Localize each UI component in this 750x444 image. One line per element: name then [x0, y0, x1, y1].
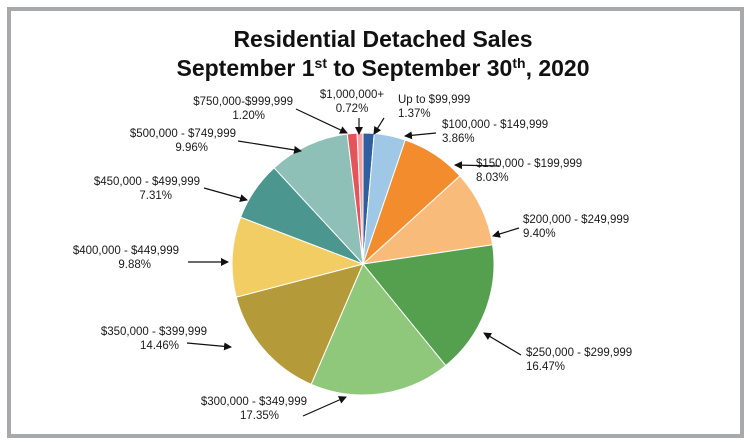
pie-slice: [231, 216, 365, 298]
chart-title-line1: Residential Detached Sales: [233, 26, 532, 52]
slice-label-range: $1,000,000+: [320, 89, 385, 101]
slice-label: $100,000 - $149,999 3.86%: [442, 119, 548, 145]
slice-label-range: $350,000 - $399,999: [101, 326, 207, 338]
slice-label-range: $300,000 - $349,999: [201, 396, 307, 408]
slice-label-range: $500,000 - $749,999: [130, 128, 236, 140]
slice-label-range: $750,000-$999,999: [193, 96, 293, 108]
slice-label-range: $100,000 - $149,999: [442, 119, 548, 131]
slice-label-range: $450,000 - $499,999: [94, 176, 200, 188]
slice-label: $200,000 - $249,999 9.40%: [523, 214, 629, 240]
title-date-start: September 1: [176, 55, 314, 81]
slice-label: $350,000 - $399,999 14.46%: [101, 326, 207, 352]
pie-slice: [361, 175, 494, 265]
slice-label: $400,000 - $449,999 9.88%: [73, 245, 179, 271]
slice-leader-arrow: [295, 108, 348, 134]
slice-label-percent: 1.37%: [398, 108, 431, 120]
slice-leader-arrow: [373, 117, 385, 135]
pie-slice: [235, 263, 364, 385]
title-sup-th: th: [512, 55, 525, 71]
slice-label: $1,000,000+ 0.72%: [320, 89, 385, 115]
title-year: , 2020: [526, 55, 590, 81]
slice-leader-arrow: [203, 187, 248, 202]
slice-label-range: $250,000 - $299,999: [526, 347, 632, 359]
title-date-end: to September 30: [327, 55, 512, 81]
slice-label-range: $150,000 - $199,999: [476, 158, 582, 170]
slice-label-range: $200,000 - $249,999: [523, 214, 629, 226]
slice-label-percent: 0.72%: [336, 103, 369, 115]
slice-label-percent: 9.96%: [175, 142, 208, 154]
pie-slices: [231, 132, 495, 396]
slice-leader-arrow: [483, 332, 522, 356]
pie-slice: [362, 244, 495, 367]
slice-label-percent: 9.40%: [523, 228, 556, 240]
slice-label-percent: 1.20%: [232, 110, 265, 122]
slice-label-range: $400,000 - $449,999: [73, 245, 179, 257]
slice-label-percent: 9.88%: [118, 259, 151, 271]
chart-title-line2: September 1st to September 30th, 2020: [176, 55, 589, 81]
slice-label: $150,000 - $199,999 8.03%: [476, 158, 582, 184]
slice-label-percent: 3.86%: [442, 133, 475, 145]
slice-label-percent: 7.31%: [139, 190, 172, 202]
slice-label: Up to $99,999 1.37%: [398, 94, 470, 120]
slice-label: $750,000-$999,999 1.20%: [193, 96, 293, 122]
slice-label-percent: 16.47%: [526, 361, 565, 373]
slice-leader-arrow: [237, 140, 302, 154]
title-sup-st: st: [315, 55, 328, 71]
pie-slice: [273, 133, 364, 266]
slice-leader-arrow: [454, 161, 500, 170]
slice-label: $450,000 - $499,999 7.31%: [94, 176, 200, 202]
slice-label: $250,000 - $299,999 16.47%: [526, 347, 632, 373]
slice-label-percent: 17.35%: [240, 410, 279, 422]
slice-label-percent: 8.03%: [476, 172, 509, 184]
slice-leader-arrow: [404, 131, 437, 140]
pie-labels: Up to $99,999 1.37% $100,000 - $149,999 3.8…: [73, 89, 632, 422]
slice-label-range: Up to $99,999: [398, 94, 470, 106]
slice-label-percent: 14.46%: [140, 340, 179, 352]
pie-slice: [310, 263, 447, 396]
slice-label: $500,000 - $749,999 9.96%: [130, 128, 236, 154]
slice-leader-arrow: [302, 396, 347, 417]
slice-leader-arrow: [186, 342, 232, 351]
slice-label: $300,000 - $349,999 17.35%: [201, 396, 307, 422]
slice-leader-arrow: [492, 227, 520, 238]
